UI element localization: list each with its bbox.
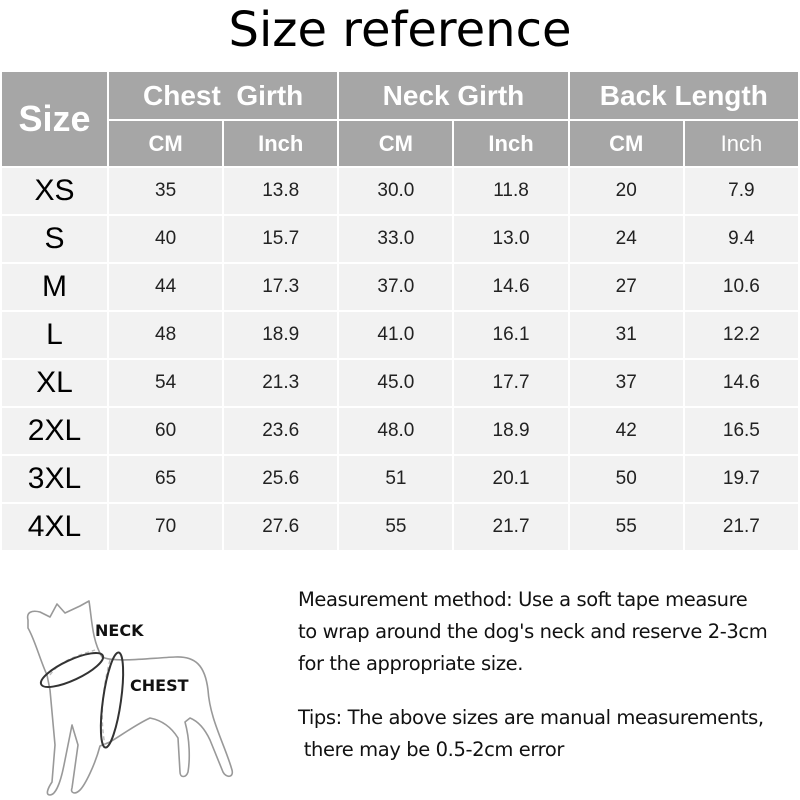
value-cell: 14.6 xyxy=(682,358,800,408)
value-cell: 15.7 xyxy=(222,214,340,264)
page-title: Size reference xyxy=(228,2,572,58)
value-cell: 65 xyxy=(106,454,225,504)
neck-ring xyxy=(39,652,105,688)
table-row: M 44 17.3 37.0 14.6 27 10.6 xyxy=(0,262,800,312)
tips: Tips: The above sizes are manual measure… xyxy=(298,702,764,766)
value-cell: 50 xyxy=(567,454,685,504)
method-line: to wrap around the dog's neck and reserv… xyxy=(298,620,768,643)
value-cell: 55 xyxy=(337,502,455,552)
size-cell: XS xyxy=(0,166,109,216)
value-cell: 21.7 xyxy=(452,502,570,552)
unit-header: Inch xyxy=(222,119,340,168)
dog-outline-icon xyxy=(26,600,234,796)
value-cell: 27 xyxy=(567,262,685,312)
value-cell: 35 xyxy=(106,166,225,216)
chest-ring xyxy=(99,651,125,749)
value-cell: 54 xyxy=(106,358,225,408)
table-row: S 40 15.7 33.0 13.0 24 9.4 xyxy=(0,214,800,264)
value-cell: 17.3 xyxy=(222,262,340,312)
value-cell: 21.7 xyxy=(682,502,800,552)
unit-header: CM xyxy=(567,119,685,168)
value-cell: 25.6 xyxy=(222,454,340,504)
table-row: XS 35 13.8 30.0 11.8 20 7.9 xyxy=(0,166,800,216)
value-cell: 31 xyxy=(567,310,685,360)
unit-header: CM xyxy=(337,119,455,168)
value-cell: 17.7 xyxy=(452,358,570,408)
table-row: XL 54 21.3 45.0 17.7 37 14.6 xyxy=(0,358,800,408)
value-cell: 55 xyxy=(567,502,685,552)
size-cell: 2XL xyxy=(0,406,109,456)
value-cell: 14.6 xyxy=(452,262,570,312)
chest-girth-header: Chest Girth xyxy=(106,70,340,121)
table-row: 4XL 70 27.6 55 21.7 55 21.7 xyxy=(0,502,800,552)
back-length-header: Back Length xyxy=(567,70,800,121)
value-cell: 41.0 xyxy=(337,310,455,360)
dog-diagram: NECK CHEST xyxy=(26,600,234,796)
value-cell: 18.9 xyxy=(452,406,570,456)
value-cell: 13.0 xyxy=(452,214,570,264)
size-table: Size Chest Girth Neck Girth Back Length … xyxy=(0,70,800,552)
size-cell: S xyxy=(0,214,109,264)
table-row: 3XL 65 25.6 51 20.1 50 19.7 xyxy=(0,454,800,504)
size-cell: L xyxy=(0,310,109,360)
size-cell: 4XL xyxy=(0,502,109,552)
value-cell: 48 xyxy=(106,310,225,360)
size-cell: 3XL xyxy=(0,454,109,504)
tips-line: Tips: The above sizes are manual measure… xyxy=(298,706,764,729)
value-cell: 51 xyxy=(337,454,455,504)
size-cell: M xyxy=(0,262,109,312)
value-cell: 48.0 xyxy=(337,406,455,456)
unit-header: Inch xyxy=(682,119,800,168)
tips-line: there may be 0.5-2cm error xyxy=(298,738,565,761)
value-cell: 21.3 xyxy=(222,358,340,408)
value-cell: 9.4 xyxy=(682,214,800,264)
value-cell: 24 xyxy=(567,214,685,264)
value-cell: 16.5 xyxy=(682,406,800,456)
value-cell: 40 xyxy=(106,214,225,264)
value-cell: 60 xyxy=(106,406,225,456)
value-cell: 37 xyxy=(567,358,685,408)
size-cell: XL xyxy=(0,358,109,408)
value-cell: 44 xyxy=(106,262,225,312)
value-cell: 10.6 xyxy=(682,262,800,312)
value-cell: 7.9 xyxy=(682,166,800,216)
value-cell: 20.1 xyxy=(452,454,570,504)
chest-label: CHEST xyxy=(130,676,189,695)
value-cell: 45.0 xyxy=(337,358,455,408)
table-row: L 48 18.9 41.0 16.1 31 12.2 xyxy=(0,310,800,360)
table-row: 2XL 60 23.6 48.0 18.9 42 16.5 xyxy=(0,406,800,456)
value-cell: 13.8 xyxy=(222,166,340,216)
value-cell: 12.2 xyxy=(682,310,800,360)
value-cell: 42 xyxy=(567,406,685,456)
value-cell: 19.7 xyxy=(682,454,800,504)
method-line: Measurement method: Use a soft tape meas… xyxy=(298,588,748,611)
value-cell: 23.6 xyxy=(222,406,340,456)
measurement-method: Measurement method: Use a soft tape meas… xyxy=(298,584,768,680)
value-cell: 16.1 xyxy=(452,310,570,360)
size-header: Size xyxy=(0,70,109,168)
value-cell: 18.9 xyxy=(222,310,340,360)
neck-label: NECK xyxy=(95,621,144,640)
value-cell: 27.6 xyxy=(222,502,340,552)
value-cell: 33.0 xyxy=(337,214,455,264)
method-line: for the appropriate size. xyxy=(298,652,524,675)
value-cell: 20 xyxy=(567,166,685,216)
value-cell: 11.8 xyxy=(452,166,570,216)
unit-header: CM xyxy=(106,119,225,168)
unit-header: Inch xyxy=(452,119,570,168)
value-cell: 30.0 xyxy=(337,166,455,216)
value-cell: 70 xyxy=(106,502,225,552)
value-cell: 37.0 xyxy=(337,262,455,312)
neck-girth-header: Neck Girth xyxy=(337,70,570,121)
